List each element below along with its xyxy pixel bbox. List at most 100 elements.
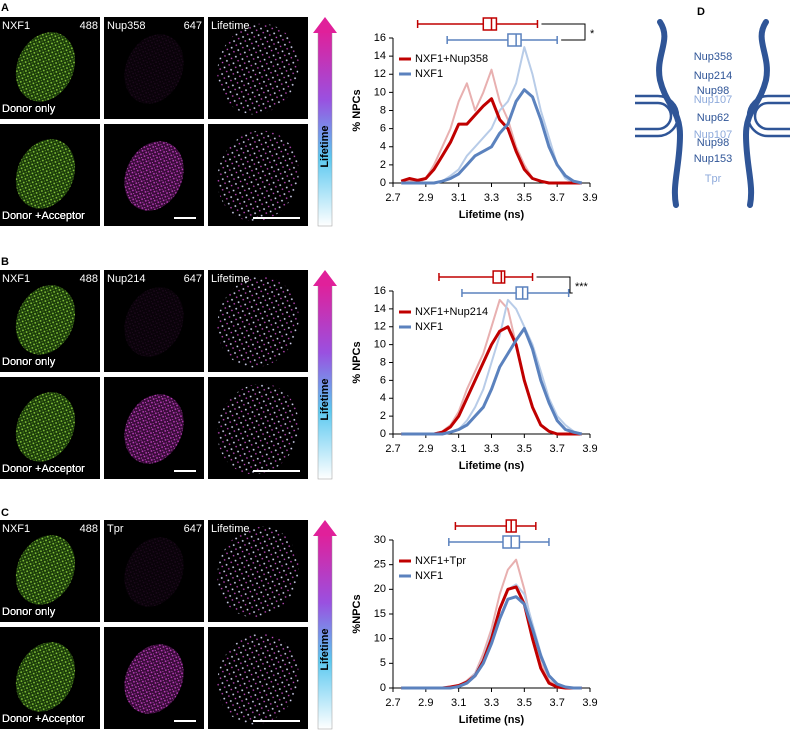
- row-label: Donor +Acceptor: [2, 210, 85, 222]
- box: [482, 17, 498, 31]
- y-tick-label: 2: [380, 410, 386, 422]
- panel-letter: C: [1, 507, 9, 519]
- channel-label: 647: [184, 20, 202, 32]
- x-tick-label: 3.7: [550, 192, 565, 204]
- y-tick-label: 0: [380, 682, 386, 694]
- x-tick-label: 3.3: [484, 192, 499, 204]
- y-tick-label: 10: [374, 633, 386, 645]
- mean-line: [401, 585, 582, 690]
- y-tick-label: 20: [374, 583, 386, 595]
- box: [492, 270, 506, 284]
- nucleus: [217, 383, 299, 475]
- nucleus: [124, 394, 184, 464]
- x-tick-label: 3.3: [484, 443, 499, 455]
- x-tick-label: 3.1: [451, 192, 466, 204]
- row-label: Donor +Acceptor: [2, 713, 85, 725]
- y-axis-label: % NPCs: [351, 341, 363, 383]
- x-axis-label: Lifetime (ns): [459, 460, 525, 472]
- x-tick-label: 3.7: [550, 443, 565, 455]
- row-label: Donor +Acceptor: [2, 463, 85, 475]
- panel-letter: A: [1, 2, 9, 14]
- row-label: Donor only: [2, 103, 56, 115]
- x-tick-label: 2.7: [385, 192, 400, 204]
- row-label: Donor only: [2, 356, 56, 368]
- channel-label: 647: [184, 523, 202, 535]
- colorbar-arrow: [313, 520, 337, 536]
- nucleus: [15, 642, 76, 712]
- channel-label: NXF1: [2, 273, 30, 285]
- y-tick-label: 16: [374, 285, 386, 297]
- significance: ***: [575, 281, 589, 293]
- nucleus: [124, 644, 184, 714]
- y-tick-label: 6: [380, 123, 386, 135]
- y-tick-label: 8: [380, 356, 386, 368]
- y-tick-label: 14: [374, 50, 386, 62]
- y-tick-label: 6: [380, 374, 386, 386]
- nucleus: [15, 32, 76, 102]
- legend-label: NXF1: [415, 321, 443, 333]
- row-label: Donor +Acceptor: [2, 210, 85, 222]
- y-tick-label: 16: [374, 32, 386, 44]
- y-tick-label: 4: [380, 141, 386, 153]
- y-tick-label: 0: [380, 177, 386, 189]
- nucleus: [124, 141, 184, 211]
- x-tick-label: 3.1: [451, 443, 466, 455]
- channel-label: 488: [80, 273, 98, 285]
- legend-label: NXF1: [415, 570, 443, 582]
- x-tick-label: 3.5: [517, 443, 532, 455]
- row-label: Donor only: [2, 103, 56, 115]
- nucleus: [124, 287, 184, 357]
- nup-label: Nup153: [694, 153, 733, 165]
- box: [507, 33, 522, 47]
- row-label: Donor only: [2, 606, 56, 618]
- row-label: Donor only: [2, 356, 56, 368]
- channel-label: Lifetime: [211, 273, 250, 285]
- colorbar-label: Lifetime: [319, 378, 331, 420]
- y-axis-label: %NPCs: [351, 594, 363, 633]
- channel-label: 647: [184, 273, 202, 285]
- y-tick-label: 5: [380, 657, 386, 669]
- y-axis-label: % NPCs: [351, 89, 363, 131]
- y-tick-label: 4: [380, 392, 386, 404]
- x-tick-label: 2.7: [385, 443, 400, 455]
- row-label: Donor +Acceptor: [2, 713, 85, 725]
- y-tick-label: 10: [374, 339, 386, 351]
- x-tick-label: 3.5: [517, 192, 532, 204]
- nup-label: Nup107: [694, 94, 733, 106]
- panel-letter: B: [1, 256, 9, 268]
- row-label: Donor +Acceptor: [2, 463, 85, 475]
- colorbar-arrow: [313, 17, 337, 33]
- channel-label: Lifetime: [211, 20, 250, 32]
- mean-line: [401, 88, 583, 185]
- row-label: Donor +Acceptor: [2, 463, 85, 475]
- y-tick-label: 8: [380, 104, 386, 116]
- pore-ring: [635, 101, 673, 131]
- nuclear-envelope: [656, 19, 684, 208]
- row-label: Donor only: [2, 103, 56, 115]
- legend-label: NXF1+Tpr: [415, 555, 466, 567]
- pore-ring: [746, 94, 790, 138]
- x-tick-label: 2.9: [418, 697, 433, 709]
- nucleus: [217, 276, 299, 368]
- channel-label: NXF1: [2, 523, 30, 535]
- channel-label: Nup358: [107, 20, 146, 32]
- nucleus: [124, 34, 184, 104]
- panel-letter: D: [697, 6, 705, 18]
- row-label: Donor +Acceptor: [2, 210, 85, 222]
- nup-label: Nup98: [697, 137, 729, 149]
- significance: *: [590, 28, 595, 40]
- nup-label: Nup107: [694, 129, 733, 141]
- x-tick-label: 3.5: [517, 697, 532, 709]
- colorbar-label: Lifetime: [319, 628, 331, 670]
- x-tick-label: 2.9: [418, 443, 433, 455]
- row-label: Donor only: [2, 356, 56, 368]
- y-tick-label: 0: [380, 428, 386, 440]
- nucleus: [15, 535, 76, 605]
- legend-label: NXF1: [415, 68, 443, 80]
- box: [515, 286, 529, 300]
- x-tick-label: 3.9: [582, 192, 597, 204]
- nucleus: [217, 526, 299, 618]
- channel-label: Lifetime: [211, 523, 250, 535]
- y-tick-label: 12: [374, 68, 386, 80]
- row-label: Donor only: [2, 606, 56, 618]
